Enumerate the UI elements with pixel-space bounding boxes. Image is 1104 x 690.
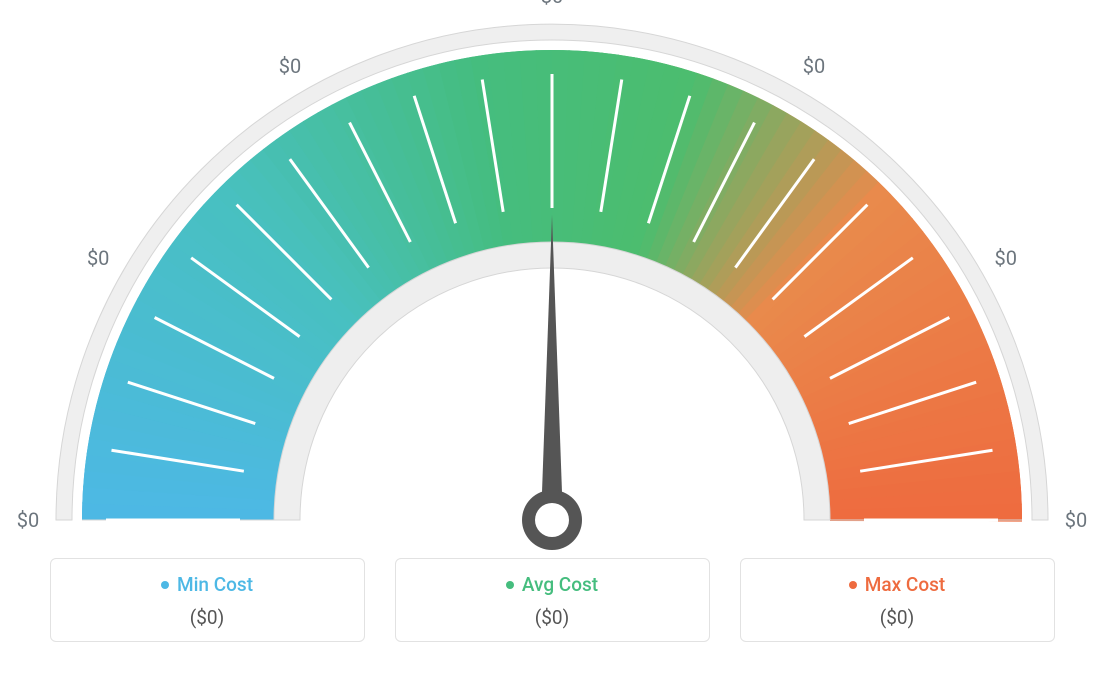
legend-dot-max [849, 581, 857, 589]
legend-value-avg: ($0) [396, 606, 709, 629]
legend-title-min: Min Cost [161, 573, 253, 596]
legend-card-max: Max Cost ($0) [740, 558, 1055, 642]
gauge-tick-label: $0 [995, 246, 1017, 270]
legend-label-avg: Avg Cost [522, 573, 598, 596]
legend-value-max: ($0) [741, 606, 1054, 629]
legend-title-max: Max Cost [849, 573, 945, 596]
gauge-tick-label: $0 [1065, 508, 1087, 532]
legend-label-min: Min Cost [177, 573, 253, 596]
legend-card-min: Min Cost ($0) [50, 558, 365, 642]
gauge-tick-label: $0 [17, 508, 39, 532]
legend-value-min: ($0) [51, 606, 364, 629]
legend-title-avg: Avg Cost [506, 573, 598, 596]
legend-card-avg: Avg Cost ($0) [395, 558, 710, 642]
cost-gauge-chart: $0 $0 $0 $0 $0 $0 $0 [0, 0, 1104, 560]
gauge-tick-label: $0 [87, 246, 109, 270]
legend-dot-avg [506, 581, 514, 589]
gauge-tick-label: $0 [803, 54, 825, 78]
legend-row: Min Cost ($0) Avg Cost ($0) Max Cost ($0… [0, 558, 1104, 642]
gauge-svg [0, 0, 1104, 560]
gauge-tick-label: $0 [279, 54, 301, 78]
gauge-tick-label: $0 [541, 0, 563, 8]
legend-label-max: Max Cost [865, 573, 945, 596]
legend-dot-min [161, 581, 169, 589]
